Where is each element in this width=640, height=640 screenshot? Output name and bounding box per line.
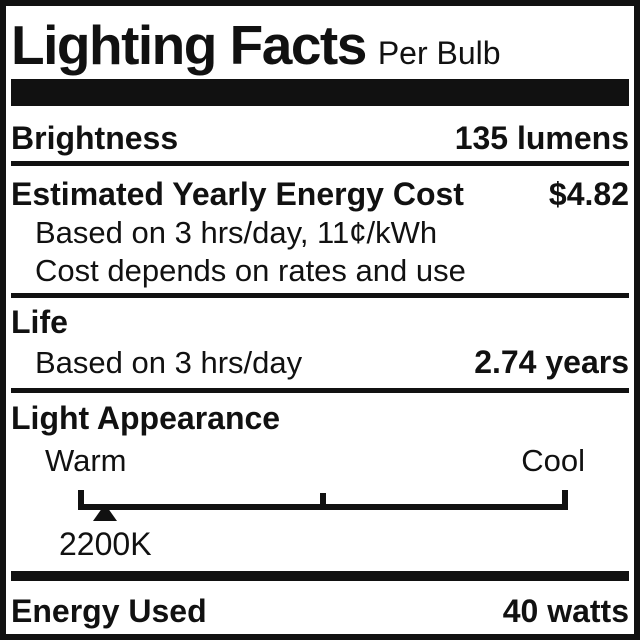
color-temperature-marker-icon <box>92 504 117 521</box>
warm-label: Warm <box>45 443 127 478</box>
life-value: 2.74 years <box>474 344 629 380</box>
energy-used-row: Energy Used 40 watts <box>11 591 629 631</box>
scale-mid-tick <box>320 493 326 510</box>
life-row: Based on 3 hrs/day 2.74 years <box>11 342 629 382</box>
section-rule <box>11 293 629 298</box>
scale-end-labels: Warm Cool <box>11 442 629 480</box>
life-basis: Based on 3 hrs/day <box>35 345 303 380</box>
section-rule <box>11 161 629 166</box>
energy-used-label: Energy Used <box>11 593 207 629</box>
energy-used-section: Energy Used 40 watts <box>11 591 629 631</box>
label-subtitle: Per Bulb <box>377 35 501 71</box>
energy-cost-note-rates: Cost depends on rates and use <box>35 253 466 288</box>
light-appearance-label: Light Appearance <box>11 400 281 436</box>
energy-cost-label: Estimated Yearly Energy Cost <box>11 176 464 212</box>
energy-cost-value: $4.82 <box>548 176 629 212</box>
footer-divider-bar <box>11 571 629 581</box>
brightness-value: 135 lumens <box>454 120 629 156</box>
label-header: Lighting Facts Per Bulb <box>11 6 629 79</box>
brightness-section: Brightness 135 lumens <box>11 118 629 166</box>
brightness-row: Brightness 135 lumens <box>11 118 629 158</box>
energy-used-value: 40 watts <box>502 593 629 629</box>
section-rule <box>11 388 629 393</box>
scale-right-tick <box>562 490 568 510</box>
scale-left-tick <box>78 490 84 510</box>
life-label: Life <box>11 304 68 340</box>
brightness-label: Brightness <box>11 120 179 156</box>
scale-line <box>78 504 568 510</box>
energy-cost-row: Estimated Yearly Energy Cost $4.82 <box>11 174 629 214</box>
color-temperature-value: 2200K <box>59 526 152 562</box>
color-temperature-scale <box>78 490 568 521</box>
header-divider-bar <box>11 79 629 106</box>
light-appearance-section: Light Appearance Warm Cool 2200K <box>11 393 629 563</box>
life-section: Life Based on 3 hrs/day 2.74 years <box>11 298 629 393</box>
label-title: Lighting Facts <box>11 14 367 76</box>
energy-cost-section: Estimated Yearly Energy Cost $4.82 Based… <box>11 166 629 298</box>
cool-label: Cool <box>521 443 585 478</box>
energy-cost-note-basis: Based on 3 hrs/day, 11¢/kWh <box>35 215 438 250</box>
